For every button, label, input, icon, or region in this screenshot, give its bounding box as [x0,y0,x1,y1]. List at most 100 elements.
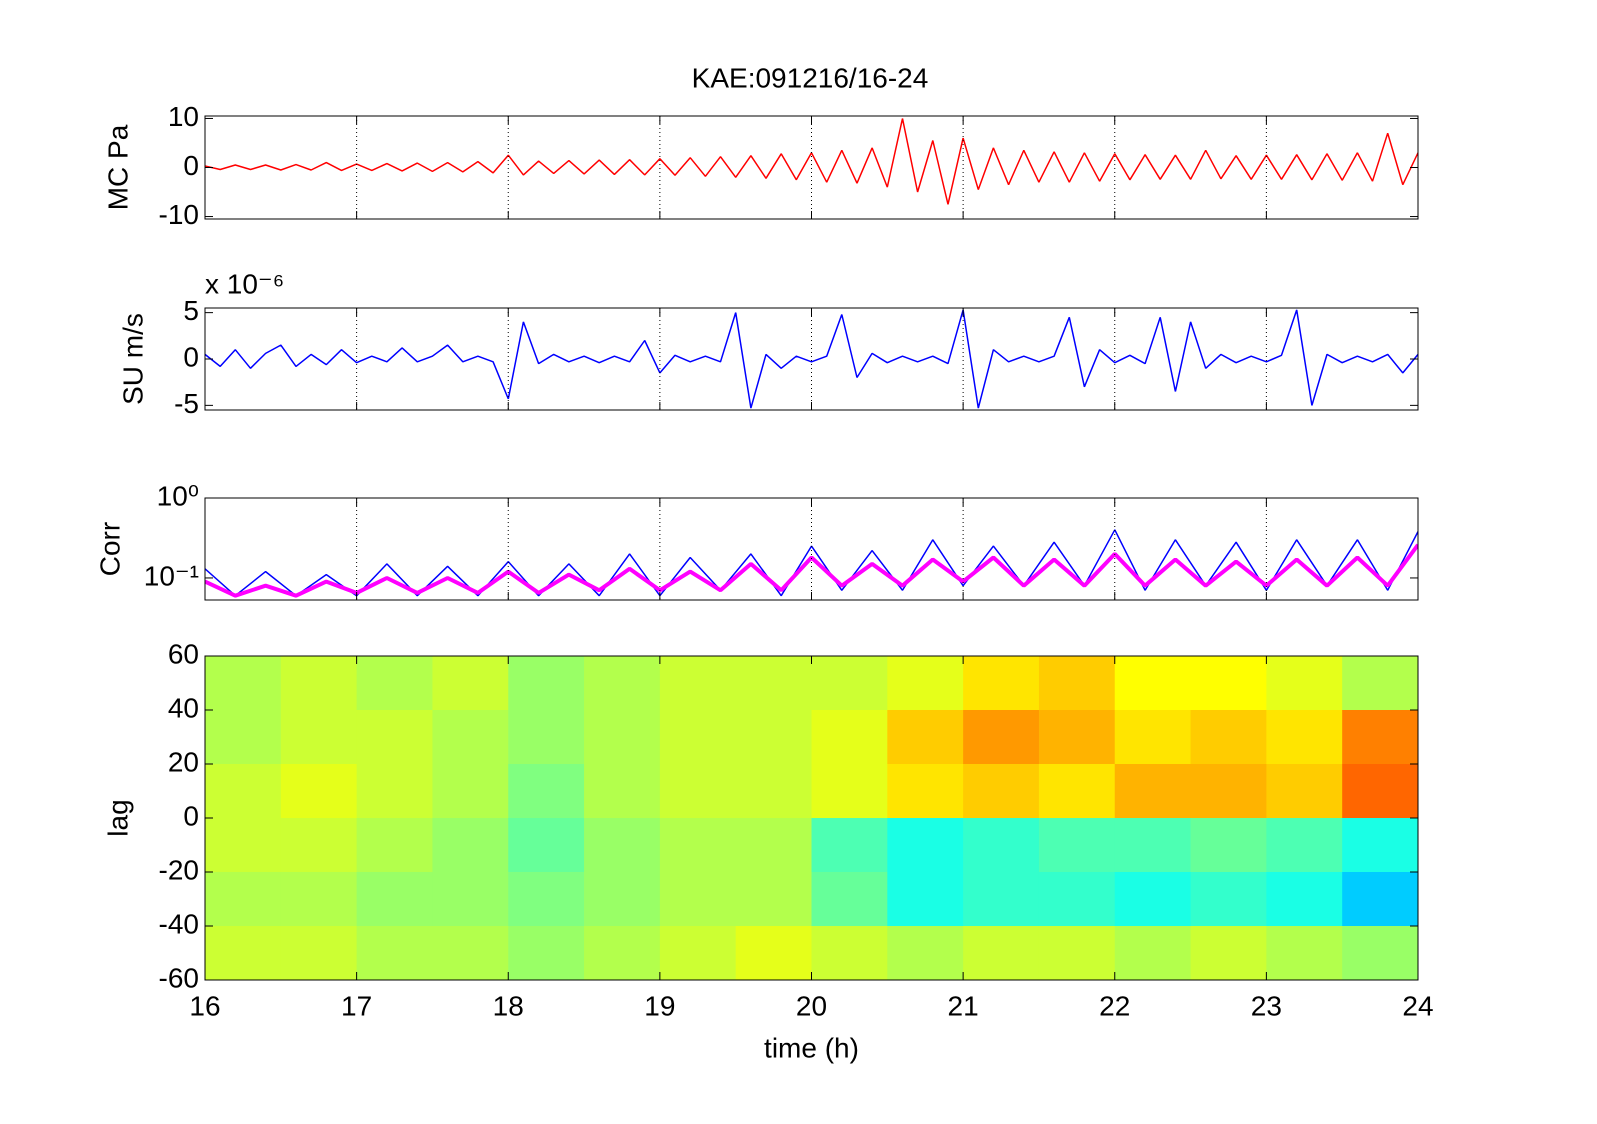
panel: 10⁻¹ 10⁰ Corr [94,480,1419,601]
panel: -5 0 5 SU m/s x 10⁻⁶ [117,268,1419,419]
plot-area [205,308,1418,410]
heat-cell [1114,710,1192,765]
y-tick-label: -5 [174,388,199,419]
plot-area [205,116,1418,219]
heat-cell [1342,872,1418,927]
heat-cell [508,926,585,980]
x-tick-label: 19 [644,990,675,1021]
heat-cell [1266,656,1343,711]
x-tick-label: 22 [1099,990,1130,1021]
heat-cell [811,710,888,765]
heat-cell [1342,710,1418,765]
panel: 16 17 18 19 20 21 22 23 24 -60 -40 -20 0 20 40 60 lag tim… [102,638,1433,1063]
y-tick-label: 10 [168,101,199,132]
heat-cell [659,764,737,819]
heat-cell [1038,872,1116,927]
heat-cell [811,926,888,980]
heat-cell [508,710,585,765]
heat-cell [205,656,282,711]
heat-cell [1114,818,1192,873]
heat-cell [735,818,812,873]
heat-cell [205,710,282,765]
y-tick-label: 10⁻¹ [144,560,199,591]
plot-area [205,498,1418,600]
heat-cell [1038,656,1116,711]
heat-cell [356,764,433,819]
heat-cell [963,818,1040,873]
heat-cell [356,818,433,873]
heat-cell [963,764,1040,819]
y-axis-label: lag [102,799,133,836]
heat-cell [508,872,585,927]
heat-cell [432,710,509,765]
plot-content [205,309,1418,409]
y-axis-label: SU m/s [117,313,148,405]
heat-cell [1038,818,1116,873]
heat-cell [811,656,888,711]
heat-cell [432,818,509,873]
heat-cell [735,656,812,711]
x-tick-label: 24 [1402,990,1433,1021]
heat-cell [280,872,358,927]
heat-cell [432,656,509,711]
x-tick-label: 18 [493,990,524,1021]
y-tick-label: 0 [183,150,199,181]
heat-cell [1038,764,1116,819]
y-tick-label: -40 [159,908,199,939]
heat-cell [432,764,509,819]
heat-cell [659,710,737,765]
heat-cell [508,764,585,819]
heat-cell [280,764,358,819]
heat-cell [1266,926,1343,980]
heat-cell [584,926,661,980]
y-tick-label: 0 [183,341,199,372]
heat-cell [735,710,812,765]
y-tick-label: 10⁰ [157,480,199,511]
heat-cell [584,764,661,819]
heat-cell [963,710,1040,765]
heat-cell [508,656,585,711]
heat-cell [432,872,509,927]
x-axis-label: time (h) [764,1032,859,1063]
heat-cell [887,926,964,980]
heat-cell [432,926,509,980]
heat-cell [584,710,661,765]
heat-cell [1266,872,1343,927]
heat-cell [1342,926,1418,980]
heat-cell [205,764,282,819]
heat-cell [1038,710,1116,765]
heat-cell [1342,764,1418,819]
heat-cell [1342,818,1418,873]
y-tick-label: 60 [168,638,199,669]
heat-cell [584,872,661,927]
heat-cell [735,872,812,927]
heat-cell [659,926,737,980]
heat-cell [1190,764,1267,819]
exponent-label: x 10⁻⁶ [205,268,284,299]
y-tick-label: -20 [159,854,199,885]
heat-cell [584,818,661,873]
heat-cell [205,818,282,873]
panel: -10 0 10 MC Pa [102,101,1419,230]
heat-cell [205,926,282,980]
heat-cell [963,872,1040,927]
heat-cell [811,764,888,819]
heat-cell [356,872,433,927]
y-tick-label: 5 [183,295,199,326]
heat-cell [887,818,964,873]
trace [205,309,1418,409]
heat-cell [735,926,812,980]
heat-cell [280,926,358,980]
heat-cell [659,818,737,873]
heat-cell [659,872,737,927]
heat-cell [1266,710,1343,765]
heat-cell [811,818,888,873]
heat-cell [205,872,282,927]
y-axis-label: MC Pa [102,124,133,210]
heat-cell [1266,764,1343,819]
y-tick-label: 40 [168,692,199,723]
heat-cell [887,656,964,711]
heat-cell [1114,656,1192,711]
heat-cell [963,926,1040,980]
figure-title: KAE:091216/16-24 [692,62,929,93]
